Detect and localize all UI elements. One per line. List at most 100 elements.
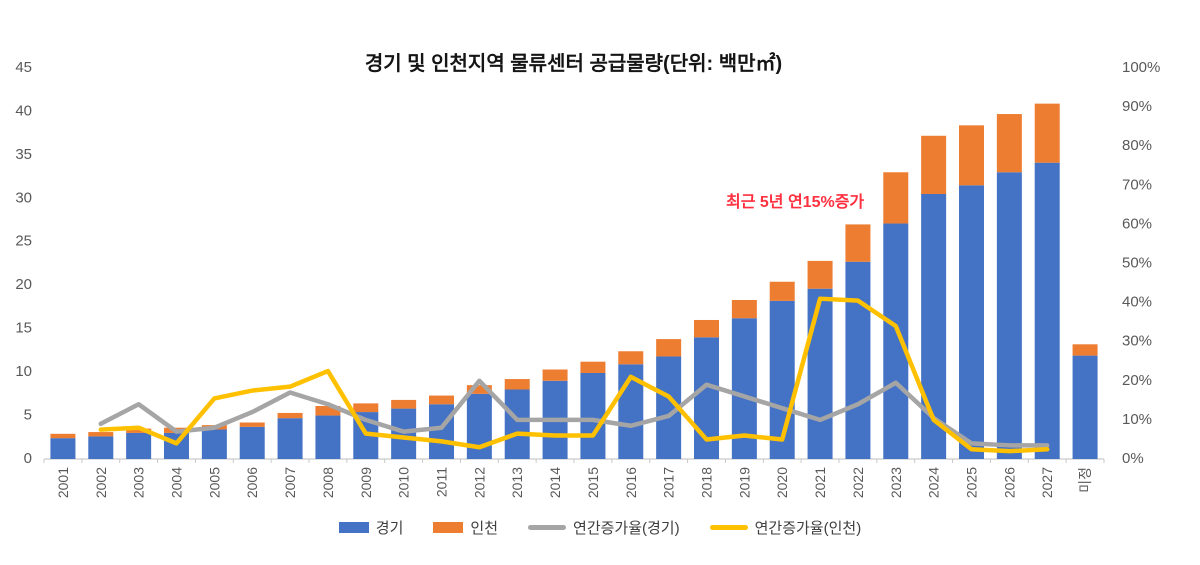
bar-gyeonggi-2002	[88, 436, 114, 459]
right-axis-tick-label: 90%	[1122, 98, 1152, 115]
bar-incheon-2006	[239, 422, 265, 427]
bar-incheon-2026	[996, 114, 1022, 173]
bar-incheon-2015	[580, 361, 606, 373]
bar-incheon-2017	[656, 339, 682, 357]
left-axis-tick-label: 10	[15, 363, 32, 380]
legend-label: 경기	[375, 520, 404, 537]
legend-label: 연간증가율(경기)	[573, 520, 680, 537]
bar-incheon-2016	[618, 351, 644, 365]
left-axis-tick-label: 35	[15, 146, 32, 163]
x-axis-label-2007: 2007	[282, 467, 298, 498]
x-axis-label-2006: 2006	[244, 467, 260, 498]
x-axis-label-2020: 2020	[774, 467, 790, 498]
legend-swatch-line	[528, 525, 567, 530]
right-axis-tick-label: 0%	[1122, 450, 1144, 467]
bar-incheon-2023	[883, 172, 909, 224]
x-axis-label-2023: 2023	[888, 467, 904, 498]
right-axis-tick-label: 70%	[1122, 176, 1152, 193]
left-axis-tick-label: 15	[15, 320, 32, 337]
x-axis-label-2013: 2013	[509, 467, 525, 498]
x-axis-label-2016: 2016	[623, 467, 639, 498]
bar-incheon-2018	[694, 319, 719, 338]
bar-incheon-미정	[1072, 344, 1098, 356]
x-axis-label-2026: 2026	[1001, 467, 1017, 498]
x-axis-label-2009: 2009	[358, 467, 374, 498]
bar-gyeonggi-2025	[959, 185, 984, 460]
bar-gyeonggi-2003	[126, 432, 152, 459]
right-axis-tick-label: 80%	[1122, 137, 1152, 154]
x-axis-label-2004: 2004	[169, 467, 185, 498]
left-axis-tick-label: 5	[24, 407, 32, 424]
legend-label: 인천	[470, 520, 499, 537]
x-axis-label-2001: 2001	[55, 467, 71, 498]
legend-swatch-line	[709, 525, 748, 530]
x-axis-label-2024: 2024	[926, 467, 942, 498]
bar-gyeonggi-2021	[807, 288, 833, 459]
bar-incheon-2009	[353, 403, 379, 413]
legend-swatch-bar	[433, 522, 464, 533]
x-axis-label-2019: 2019	[736, 467, 752, 498]
left-axis-tick-label: 45	[15, 59, 32, 76]
growth-line-gyeonggi	[98, 378, 1050, 448]
bar-gyeonggi-미정	[1072, 355, 1098, 459]
bar-gyeonggi-2011	[429, 404, 454, 459]
bar-gyeonggi-2027	[1034, 162, 1060, 459]
x-axis-label-2012: 2012	[471, 467, 487, 498]
x-axis-label-2017: 2017	[661, 467, 677, 498]
x-axis-label-2021: 2021	[812, 467, 828, 498]
bar-gyeonggi-2007	[277, 418, 303, 459]
bar-incheon-2027	[1034, 103, 1060, 163]
x-axis-label-2027: 2027	[1039, 467, 1055, 498]
bar-incheon-2011	[429, 395, 454, 405]
right-axis-tick-label: 100%	[1122, 59, 1160, 76]
legend-swatch-bar	[338, 522, 369, 533]
bar-gyeonggi-2008	[315, 415, 341, 459]
legend-item-2: 인천	[433, 517, 498, 538]
bar-incheon-2014	[542, 369, 568, 381]
growth-line-incheon	[98, 296, 1050, 454]
right-axis-tick-label: 20%	[1122, 372, 1152, 389]
bar-incheon-2022	[845, 224, 871, 262]
bar-incheon-2003	[126, 428, 152, 433]
bar-gyeonggi-2004	[164, 432, 189, 459]
x-axis-label-2018: 2018	[699, 467, 715, 498]
bar-incheon-2024	[921, 135, 947, 194]
bar-incheon-2012	[466, 385, 492, 394]
bar-gyeonggi-2022	[845, 261, 871, 459]
x-axis-label-2014: 2014	[547, 467, 563, 498]
bar-gyeonggi-2015	[580, 372, 606, 459]
x-axis-label-2022: 2022	[850, 467, 866, 498]
bar-incheon-2002	[88, 432, 114, 437]
x-axis-label-2008: 2008	[320, 467, 336, 498]
left-axis-tick-label: 40	[15, 102, 32, 119]
left-axis-tick-label: 20	[15, 276, 32, 293]
x-axis-label-2025: 2025	[964, 467, 980, 498]
left-axis-tick-label: 25	[15, 233, 32, 250]
right-axis-tick-label: 50%	[1122, 254, 1152, 271]
left-axis-tick-label: 0	[24, 450, 32, 467]
right-axis-tick-label: 10%	[1122, 411, 1152, 428]
right-axis-tick-label: 60%	[1122, 215, 1152, 232]
x-axis-label-2015: 2015	[585, 467, 601, 498]
x-axis-label-2003: 2003	[131, 467, 147, 498]
x-axis-label-2010: 2010	[396, 467, 412, 498]
chart-legend: 경기 인천 연간증가율(경기) 연간증가율(인천)	[0, 517, 1200, 538]
left-axis-tick-label: 30	[15, 189, 32, 206]
bar-gyeonggi-2026	[996, 172, 1022, 459]
bar-gyeonggi-2006	[239, 426, 265, 459]
bar-incheon-2025	[959, 125, 984, 186]
right-axis-tick-label: 30%	[1122, 333, 1152, 350]
bar-incheon-2013	[504, 379, 530, 390]
x-axis-label-2005: 2005	[206, 467, 222, 498]
bar-incheon-2021	[807, 260, 833, 289]
legend-item-4: 연간증가율(인천)	[709, 517, 862, 538]
legend-label: 연간증가율(인천)	[754, 520, 862, 537]
chart-title: 경기 및 인천지역 물류센터 공급물량(단위: 백만㎡)	[364, 53, 783, 75]
bar-incheon-2008	[315, 405, 341, 416]
legend-item-1: 경기	[338, 517, 404, 538]
x-axis-label-2002: 2002	[93, 467, 109, 498]
bar-incheon-2020	[769, 281, 795, 301]
legend-item-3: 연간증가율(경기)	[528, 517, 680, 538]
bar-gyeonggi-2001	[50, 438, 76, 459]
